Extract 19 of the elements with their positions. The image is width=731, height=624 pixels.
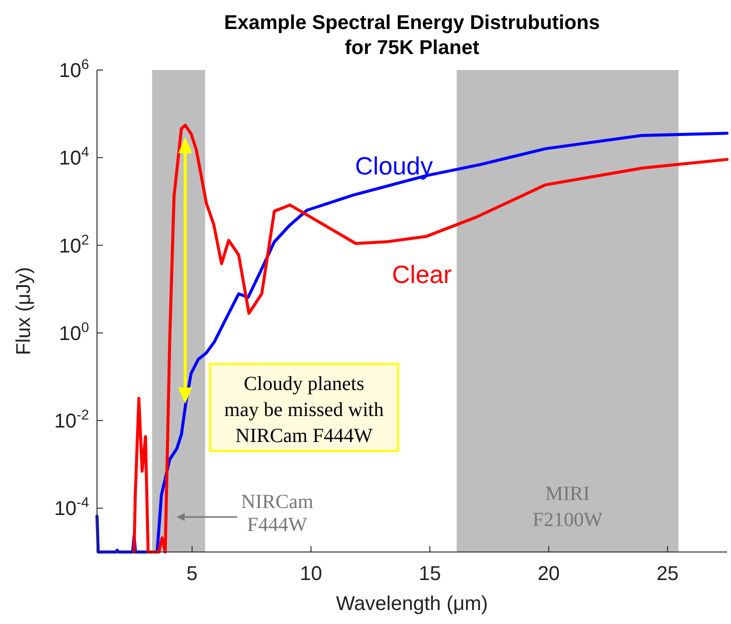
y-tick-label: 10$^{4}$ xyxy=(58,144,90,170)
x-axis-title: Wavelength (μm) xyxy=(336,593,488,615)
x-tick-label: 10 xyxy=(300,563,322,585)
x-tick-label: 20 xyxy=(538,563,560,585)
series-label: Cloudy xyxy=(355,152,434,181)
x-tick-label: 25 xyxy=(656,563,679,585)
y-tick-label: 10$^{6}$ xyxy=(58,56,90,82)
x-tick-label: 15 xyxy=(418,563,441,585)
x-tick-label: 5 xyxy=(186,563,198,585)
band-label: MIRI F2100W xyxy=(532,483,603,531)
series-label: Clear xyxy=(392,261,452,290)
y-tick-label: 10$^{0}$ xyxy=(58,318,90,345)
band-label: NIRCam F444W xyxy=(241,491,314,536)
y-tick-label: 10$^{-4}$ xyxy=(54,494,90,520)
chart-title: Example Spectral Energy Distrubutions for 75K Planet xyxy=(224,12,600,59)
y-tick-label: 10$^{-2}$ xyxy=(54,406,90,433)
y-tick-label: 10$^{2}$ xyxy=(58,231,90,258)
y-axis-title: Flux (μJy) xyxy=(13,266,35,356)
annotation: Cloudy planets may be missed with NIRCam F444W xyxy=(224,373,384,447)
